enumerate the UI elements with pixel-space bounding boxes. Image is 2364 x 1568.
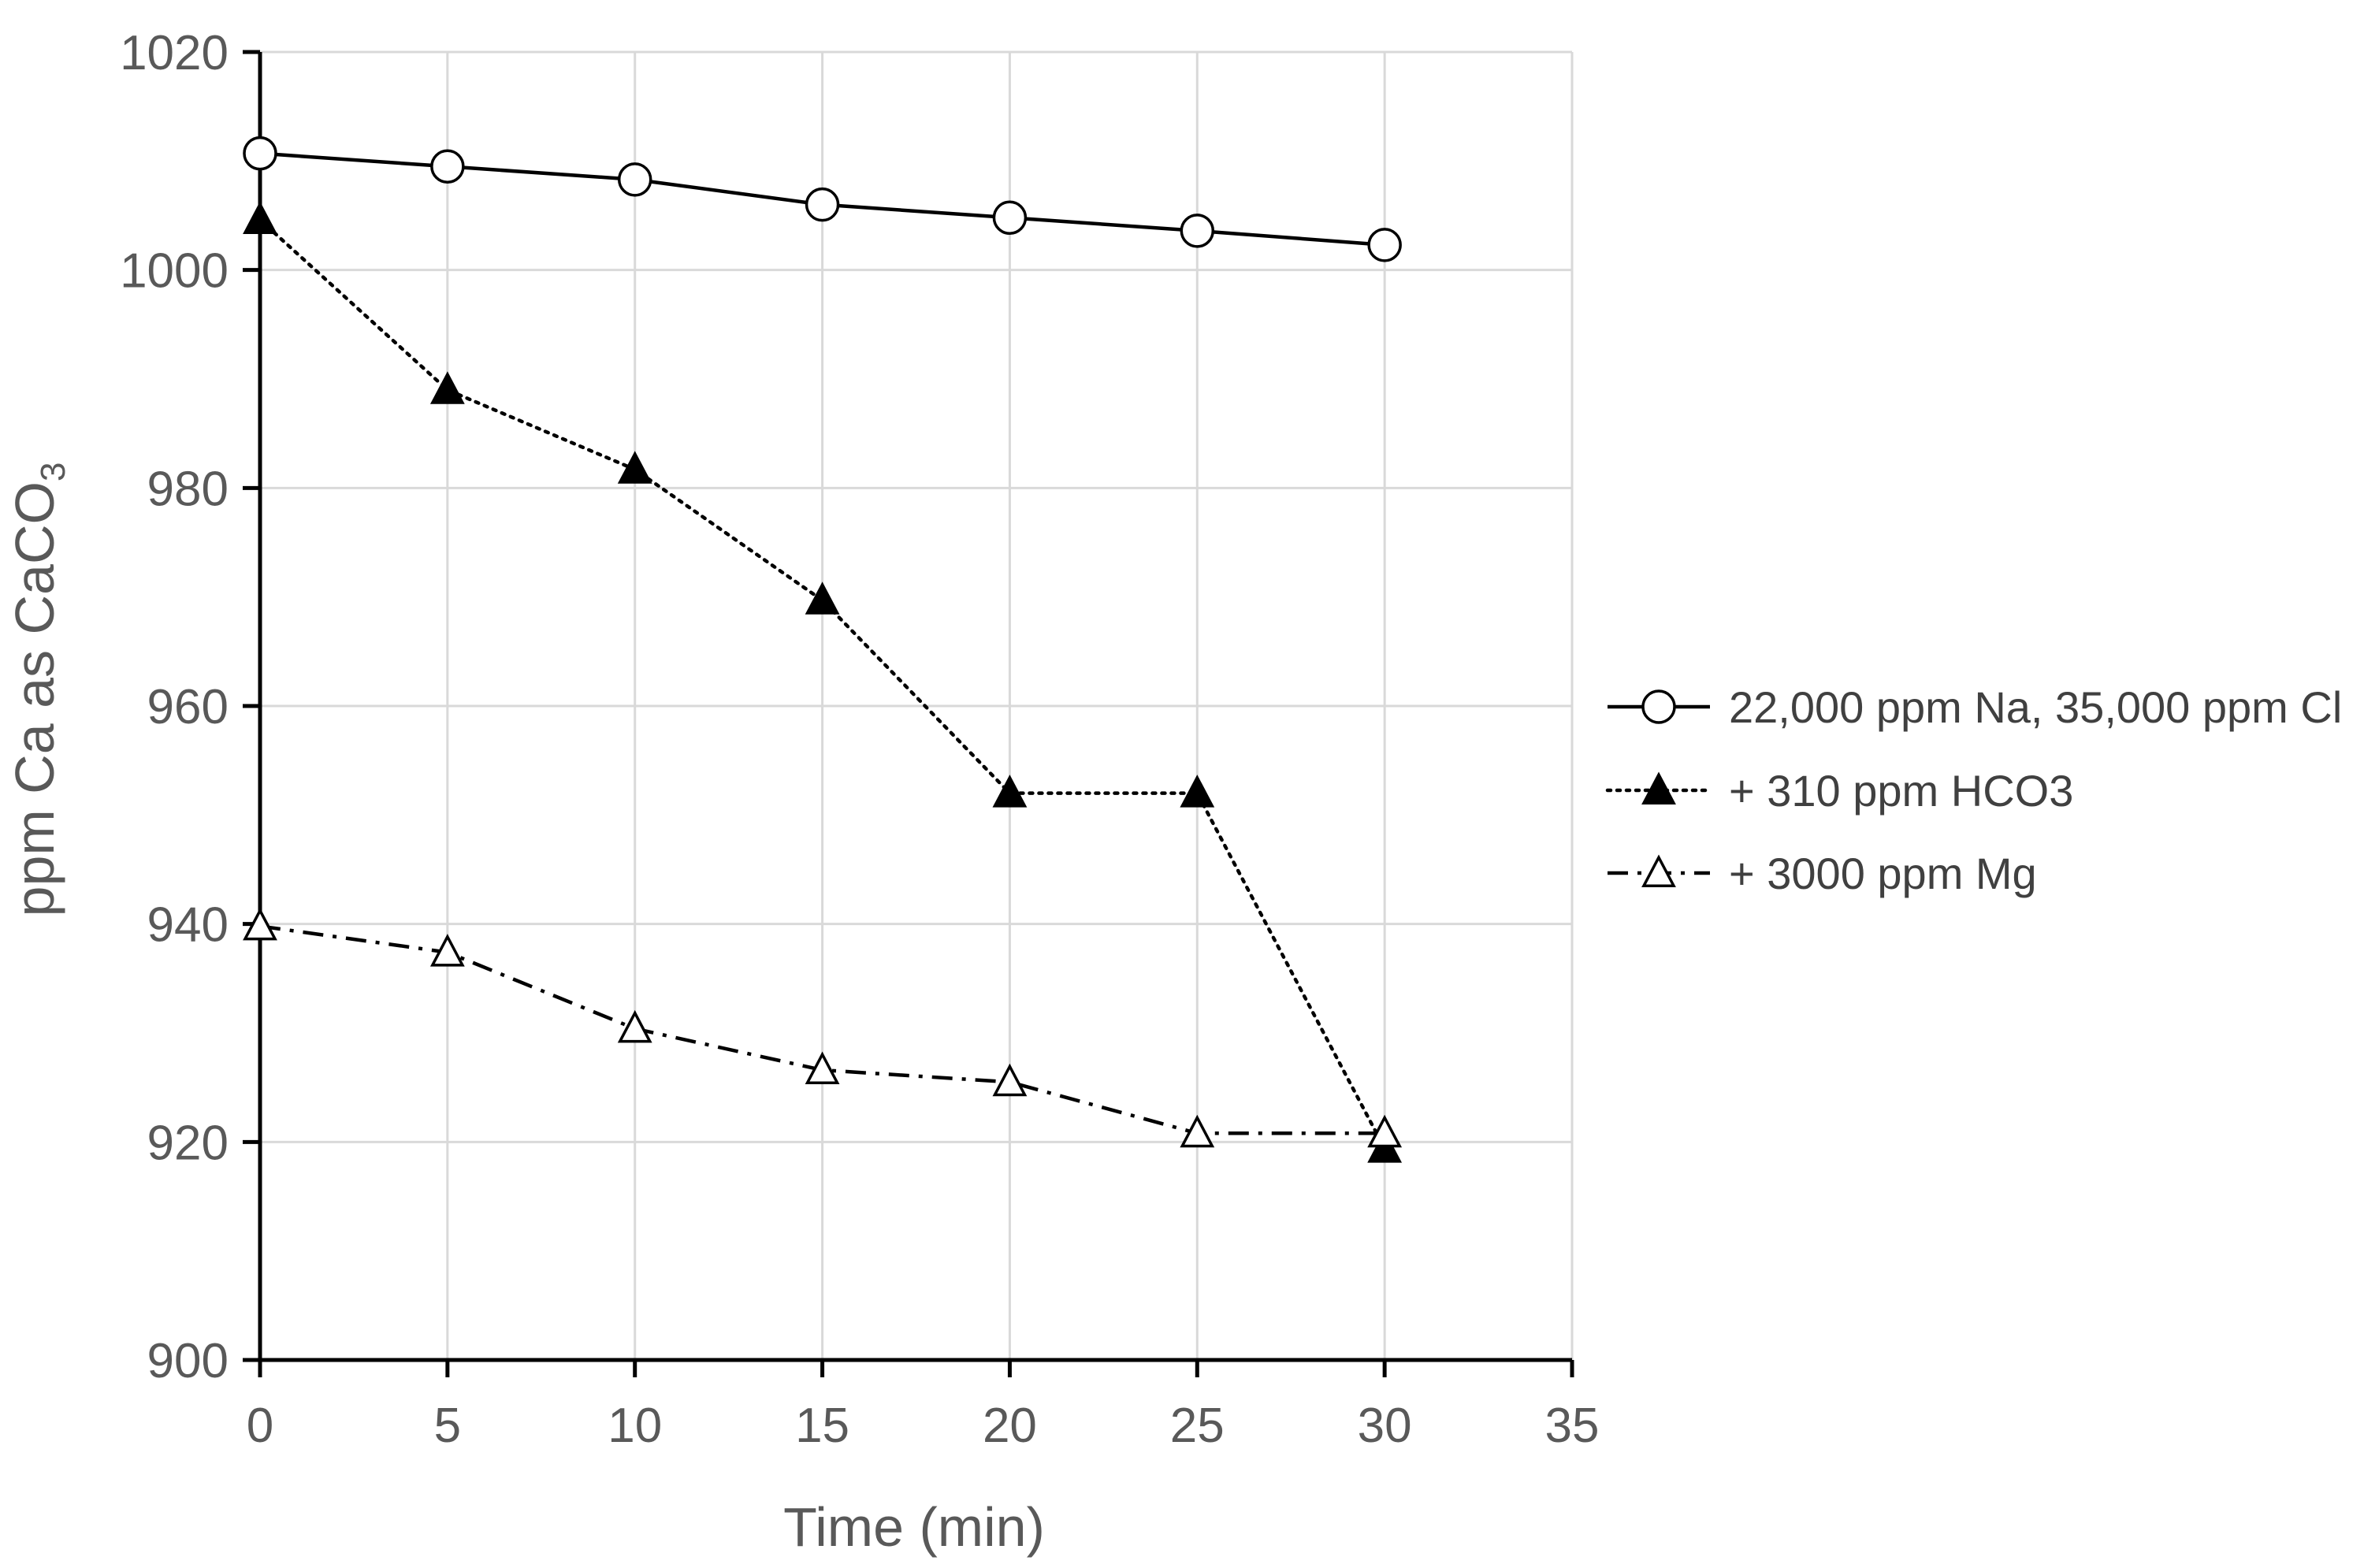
legend-item-2: + 310 ppm HCO3 xyxy=(1605,766,2073,816)
grid-lines xyxy=(260,50,1574,1360)
y-tick-label: 960 xyxy=(147,680,229,734)
x-tick-label: 10 xyxy=(608,1399,662,1453)
legend-item-3: + 3000 ppm Mg xyxy=(1608,849,2037,898)
legend: 22,000 ppm Na, 35,000 ppm Cl + 310 ppm HC… xyxy=(1605,682,2342,898)
data-point xyxy=(1180,214,1215,248)
series-1 xyxy=(243,136,1402,262)
data-point xyxy=(617,162,652,197)
legend-item-1: 22,000 ppm Na, 35,000 ppm Cl xyxy=(1608,682,2342,732)
data-point xyxy=(243,907,277,941)
axes xyxy=(243,50,1574,1377)
data-point xyxy=(992,775,1028,808)
y-tick-label: 1020 xyxy=(120,26,229,80)
data-point xyxy=(430,149,465,184)
data-point xyxy=(805,1051,840,1084)
legend-label: + 3000 ppm Mg xyxy=(1729,849,2037,898)
data-point xyxy=(805,581,840,615)
y-axis-title: ppm Ca as CaCO3 xyxy=(4,463,72,917)
legend-marker xyxy=(1641,854,1676,887)
x-tick-label: 20 xyxy=(983,1399,1037,1453)
data-point xyxy=(992,200,1028,236)
data-point xyxy=(1180,775,1215,808)
legend-marker xyxy=(1641,689,1676,724)
x-tick-label: 0 xyxy=(247,1399,273,1453)
axis-titles: Time (min) ppm Ca as CaCO3 xyxy=(4,463,1045,1558)
data-point xyxy=(617,451,652,484)
legend-marker xyxy=(1641,771,1676,804)
data-point xyxy=(243,136,277,171)
y-tick-label: 920 xyxy=(147,1116,229,1170)
data-point xyxy=(805,187,840,222)
data-point xyxy=(243,201,277,234)
y-tick-label: 900 xyxy=(147,1334,229,1388)
y-tick-label: 980 xyxy=(147,462,229,516)
x-tick-label: 35 xyxy=(1545,1399,1600,1453)
data-point xyxy=(1180,1114,1215,1148)
data-point xyxy=(1367,228,1402,262)
x-tick-label: 5 xyxy=(434,1399,461,1453)
series-3 xyxy=(243,907,1403,1148)
data-point xyxy=(1367,1114,1403,1148)
x-tick-label: 15 xyxy=(795,1399,849,1453)
x-tick-label: 30 xyxy=(1358,1399,1412,1453)
data-point xyxy=(992,1063,1028,1097)
series-2 xyxy=(243,201,1403,1163)
y-tick-label: 1000 xyxy=(120,244,229,299)
y-axis-title-main: ppm Ca as CaCO xyxy=(4,481,65,916)
y-axis-title-subscript: 3 xyxy=(34,463,72,481)
tick-labels: 900 920 940 960 980 1000 1020 0 5 10 15 20 25 30 35 xyxy=(120,26,1599,1453)
data-point xyxy=(429,371,465,404)
x-tick-label: 25 xyxy=(1170,1399,1225,1453)
y-tick-label: 940 xyxy=(147,898,229,953)
series-group xyxy=(243,136,1403,1163)
legend-label: 22,000 ppm Na, 35,000 ppm Cl xyxy=(1729,682,2342,732)
data-point xyxy=(429,934,465,967)
data-point xyxy=(617,1009,652,1043)
x-axis-title: Time (min) xyxy=(783,1496,1045,1558)
legend-label: + 310 ppm HCO3 xyxy=(1729,766,2073,816)
